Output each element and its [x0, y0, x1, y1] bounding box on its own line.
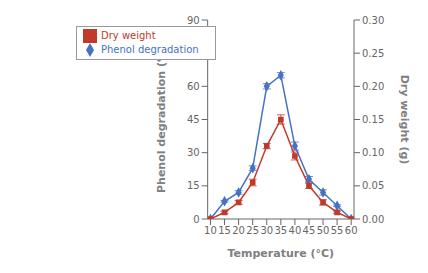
svg-text:75: 75 — [187, 48, 200, 59]
svg-text:50: 50 — [317, 225, 330, 236]
svg-text:Phenol degradation (%): Phenol degradation (%) — [155, 46, 168, 193]
svg-text:15: 15 — [187, 180, 200, 191]
svg-text:30: 30 — [187, 147, 200, 158]
svg-text:15: 15 — [218, 225, 231, 236]
svg-text:20: 20 — [232, 225, 245, 236]
svg-text:0: 0 — [193, 214, 199, 225]
svg-text:45: 45 — [187, 114, 200, 125]
svg-text:25: 25 — [246, 225, 259, 236]
svg-text:0.00: 0.00 — [362, 214, 384, 225]
svg-text:55: 55 — [331, 225, 344, 236]
svg-text:30: 30 — [260, 225, 273, 236]
svg-text:0.25: 0.25 — [362, 48, 384, 59]
svg-text:60: 60 — [187, 81, 200, 92]
svg-text:Dry weight (g): Dry weight (g) — [398, 75, 411, 165]
svg-text:40: 40 — [289, 225, 302, 236]
svg-text:0.10: 0.10 — [362, 147, 384, 158]
svg-text:45: 45 — [303, 225, 316, 236]
svg-text:Temperature (°C): Temperature (°C) — [228, 247, 335, 260]
svg-text:10: 10 — [204, 225, 217, 236]
svg-text:0.15: 0.15 — [362, 114, 384, 125]
svg-text:0.30: 0.30 — [362, 15, 384, 26]
svg-text:0.05: 0.05 — [362, 180, 384, 191]
svg-text:60: 60 — [345, 225, 358, 236]
svg-text:0.20: 0.20 — [362, 81, 384, 92]
svg-text:90: 90 — [187, 15, 200, 26]
svg-text:35: 35 — [274, 225, 287, 236]
